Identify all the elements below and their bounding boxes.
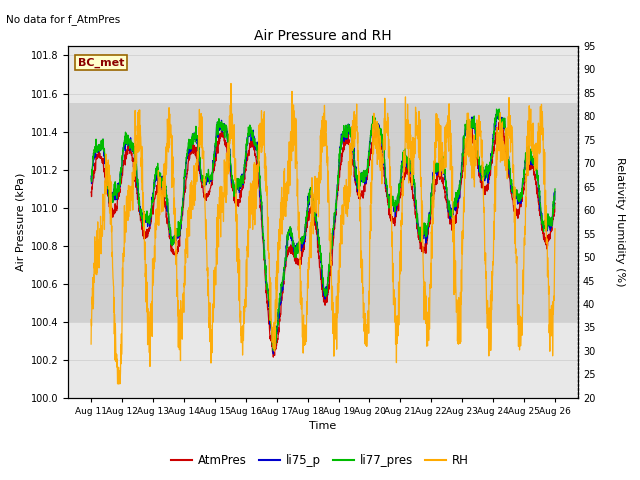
Legend: AtmPres, li75_p, li77_pres, RH: AtmPres, li75_p, li77_pres, RH <box>166 449 474 472</box>
Text: BC_met: BC_met <box>78 57 125 68</box>
X-axis label: Time: Time <box>309 421 337 432</box>
Y-axis label: Air Pressure (kPa): Air Pressure (kPa) <box>15 173 25 271</box>
Text: No data for f_AtmPres: No data for f_AtmPres <box>6 14 121 25</box>
Title: Air Pressure and RH: Air Pressure and RH <box>254 29 392 43</box>
Y-axis label: Relativity Humidity (%): Relativity Humidity (%) <box>615 157 625 287</box>
Bar <box>68 103 578 322</box>
